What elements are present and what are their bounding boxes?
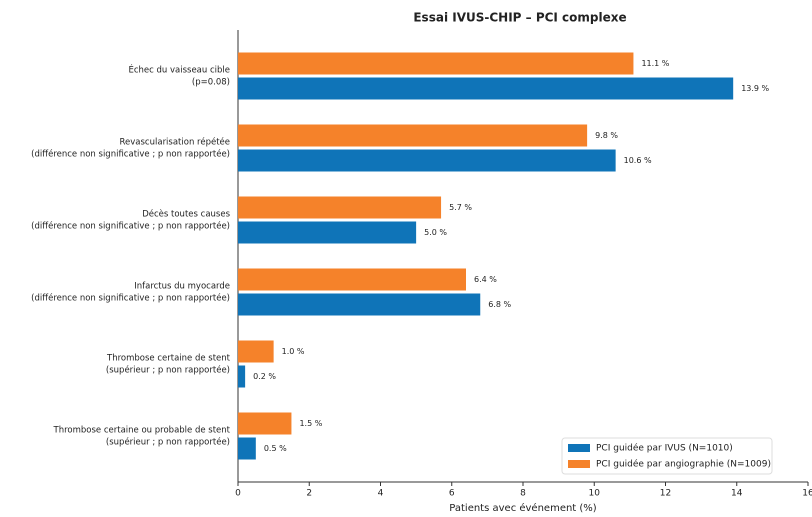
bar <box>238 149 616 172</box>
bar <box>238 124 588 147</box>
bar <box>238 221 417 244</box>
category-label: Infarctus du myocarde <box>134 282 230 292</box>
value-label: 6.8 % <box>488 300 511 309</box>
bar <box>238 196 442 219</box>
value-label: 1.0 % <box>282 347 305 356</box>
value-label: 5.7 % <box>449 203 472 212</box>
category-label: (différence non significative ; p non ra… <box>31 293 230 304</box>
x-tick-label: 12 <box>660 489 671 499</box>
x-tick-label: 14 <box>731 489 743 499</box>
x-tick-label: 16 <box>802 489 812 499</box>
bar <box>238 268 466 291</box>
value-label: 0.2 % <box>253 372 276 381</box>
legend-swatch <box>568 460 590 468</box>
x-axis-label: Patients avec événement (%) <box>449 502 597 514</box>
chart-title: Essai IVUS-CHIP – PCI complexe <box>413 11 626 25</box>
value-label: 1.5 % <box>299 419 322 428</box>
category-label: (différence non significative ; p non ra… <box>31 221 230 232</box>
legend-label: PCI guidée par IVUS (N=1010) <box>596 443 733 454</box>
legend-swatch <box>568 444 590 452</box>
category-label: (p=0.08) <box>192 78 230 88</box>
value-label: 11.1 % <box>641 59 669 68</box>
category-label: Décès toutes causes <box>142 209 230 220</box>
value-label: 6.4 % <box>474 275 497 284</box>
bar <box>238 437 256 460</box>
value-label: 5.0 % <box>424 228 447 237</box>
bar <box>238 412 292 435</box>
value-label: 10.6 % <box>624 156 652 165</box>
category-label: (supérieur ; p non rapportée) <box>106 365 230 376</box>
category-label: Thrombose certaine de stent <box>106 354 231 364</box>
bar <box>238 52 634 75</box>
value-label: 13.9 % <box>741 84 769 93</box>
bar <box>238 77 734 100</box>
x-tick-label: 10 <box>589 489 601 499</box>
x-tick-label: 8 <box>520 489 526 499</box>
bar <box>238 293 481 316</box>
bar <box>238 340 274 363</box>
value-label: 0.5 % <box>264 444 287 453</box>
x-tick-label: 2 <box>306 489 312 499</box>
x-tick-label: 0 <box>235 489 241 499</box>
value-label: 9.8 % <box>595 131 618 140</box>
x-tick-label: 6 <box>449 489 455 499</box>
legend-box <box>561 437 773 475</box>
category-label: Échec du vaisseau cible <box>128 64 230 76</box>
category-label: (supérieur ; p non rapportée) <box>106 437 230 448</box>
category-label: Revascularisation répétée <box>120 137 230 148</box>
x-tick-label: 4 <box>378 489 384 499</box>
category-label: Thrombose certaine ou probable de stent <box>53 426 231 436</box>
legend-label: PCI guidée par angiographie (N=1009) <box>596 459 771 470</box>
bar <box>238 365 246 388</box>
category-label: (différence non significative ; p non ra… <box>31 149 230 160</box>
